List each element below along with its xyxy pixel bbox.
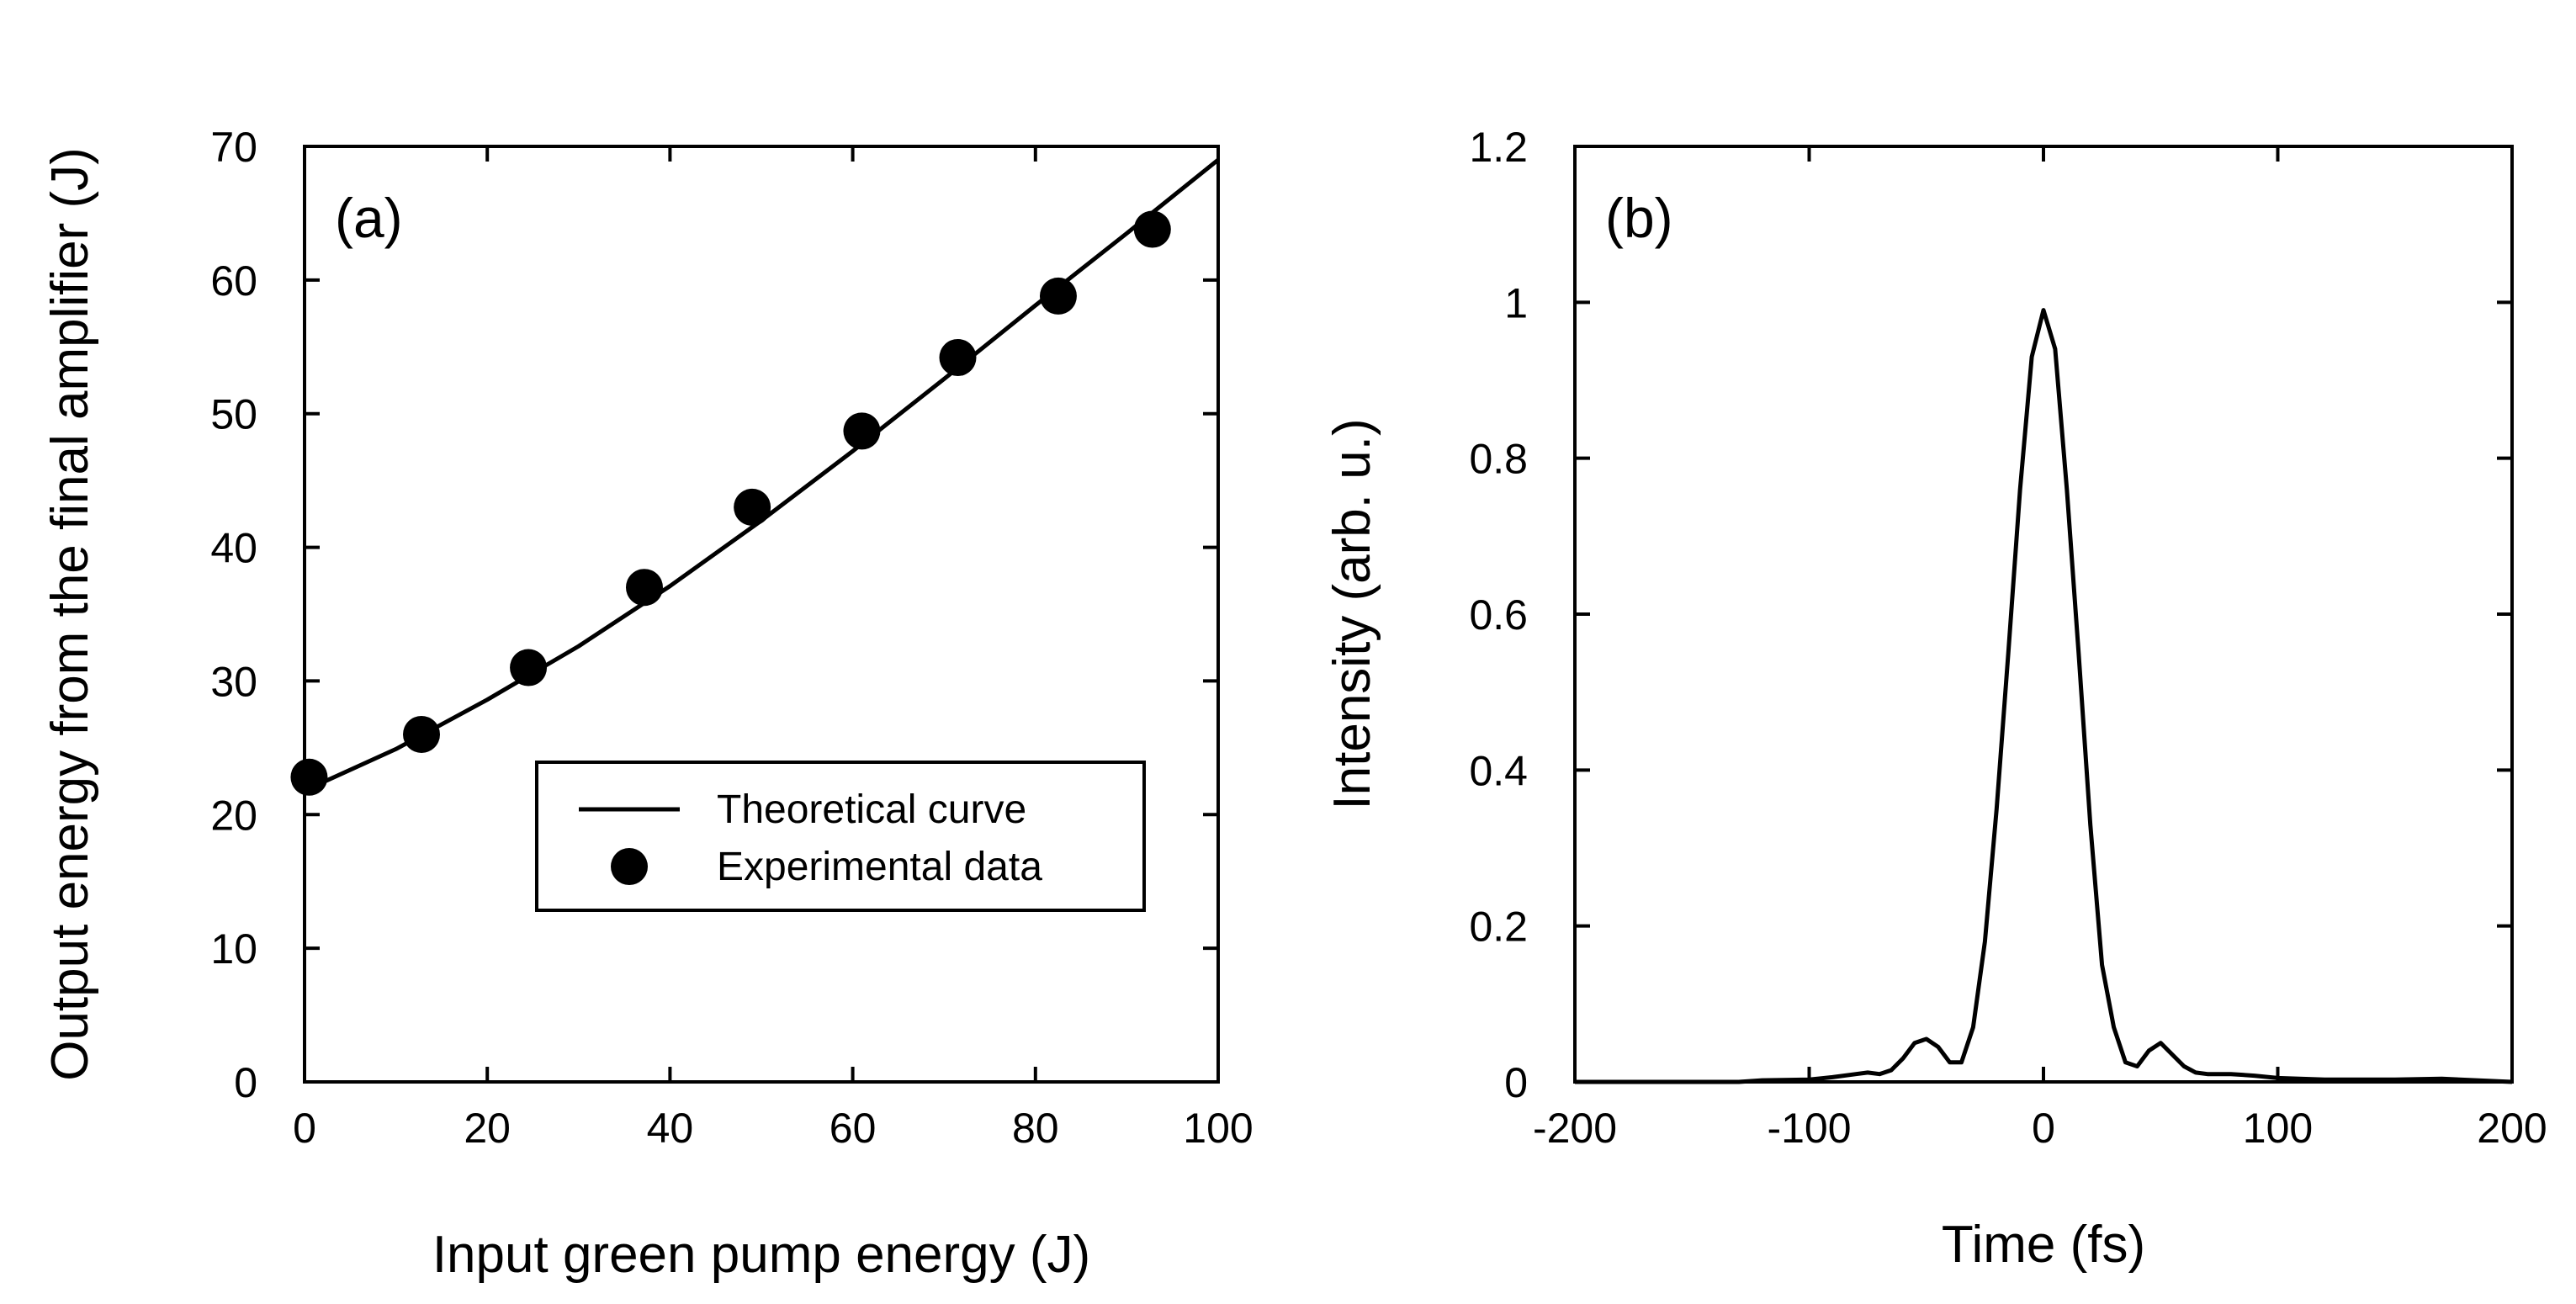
panel-a-label: (a) <box>335 187 403 249</box>
panel-a-y-tick-label: 60 <box>210 257 257 305</box>
experimental-data-point <box>290 758 328 796</box>
panel-a-curve-layer <box>303 157 1220 792</box>
panel-a: 0 20 40 60 80 100 0 10 20 30 40 50 60 70 (a) Input gr… <box>41 124 1254 1284</box>
panel-a-y-tick-label: 70 <box>210 124 257 171</box>
panel-a-plot-frame <box>303 145 1220 1084</box>
legend-box <box>535 761 1146 912</box>
panel-b-x-tick-label: -200 <box>1533 1105 1617 1152</box>
panel-b-y-axis-title: Intensity (arb. u.) <box>1323 418 1381 809</box>
panel-b-plot-frame <box>1573 145 2514 1084</box>
experimental-data-point <box>1133 210 1171 248</box>
panel-b-y-tick-label: 0.8 <box>1469 436 1528 483</box>
panel-a-x-tick-label: 100 <box>1183 1105 1253 1152</box>
experimental-data-point <box>403 715 441 753</box>
panel-a-x-axis-title: Input green pump energy (J) <box>432 1226 1090 1284</box>
experimental-data-point <box>625 569 663 607</box>
theoretical-curve-line <box>303 157 1220 792</box>
panel-a-y-tick-label: 40 <box>210 525 257 572</box>
panel-a-y-tick-label: 30 <box>210 658 257 705</box>
panel-b-y-tick-label: 0.4 <box>1469 747 1528 794</box>
experimental-data-point <box>510 649 548 686</box>
panel-b-ticks: -200 -100 0 100 200 0 0.2 0.4 0.6 0.8 1 1.2 <box>1469 124 2547 1152</box>
legend-label-theoretical: Theoretical curve <box>717 787 1026 832</box>
panel-a-x-tick-label: 0 <box>293 1105 316 1152</box>
legend-label-experimental: Experimental data <box>717 845 1042 889</box>
experimental-data-point <box>1039 277 1077 315</box>
panel-a-legend: Theoretical curve Experimental data <box>535 761 1146 912</box>
panel-a-y-tick-label: 50 <box>210 391 257 438</box>
panel-b: -200 -100 0 100 200 0 0.2 0.4 0.6 0.8 1 1.2 (b) Tim… <box>1323 124 2547 1274</box>
panel-a-y-tick-label: 0 <box>234 1059 257 1106</box>
panel-b-x-tick-label: 0 <box>2032 1105 2055 1152</box>
panel-a-x-tick-label: 60 <box>830 1105 877 1152</box>
panel-b-x-axis-title: Time (fs) <box>1942 1216 2145 1274</box>
pulse-intensity-line <box>1575 308 2513 1084</box>
panel-a-x-tick-label: 80 <box>1012 1105 1059 1152</box>
panel-a-y-axis-title: Output energy from the final amplifier (… <box>41 147 99 1081</box>
panel-b-y-tick-label: 1 <box>1504 279 1528 326</box>
panel-b-label: (b) <box>1605 187 1673 249</box>
panel-b-y-tick-label: 0 <box>1504 1059 1528 1106</box>
panel-a-ticks: 0 20 40 60 80 100 0 10 20 30 40 50 60 70 <box>210 124 1253 1152</box>
panel-b-curve-layer <box>1575 308 2513 1084</box>
panel-b-y-tick-label: 0.2 <box>1469 904 1528 951</box>
panel-a-points-layer <box>290 210 1171 796</box>
experimental-data-point <box>939 338 977 376</box>
panel-b-x-tick-label: 200 <box>2477 1105 2547 1152</box>
panel-a-y-tick-label: 10 <box>210 925 257 973</box>
panel-b-x-tick-label: 100 <box>2243 1105 2313 1152</box>
panel-a-y-tick-label: 20 <box>210 792 257 839</box>
panel-b-y-tick-label: 0.6 <box>1469 591 1528 639</box>
panel-a-x-tick-label: 20 <box>464 1105 511 1152</box>
panel-b-x-tick-label: -100 <box>1767 1105 1851 1152</box>
panel-a-x-tick-label: 40 <box>647 1105 694 1152</box>
legend-marker-swatch <box>611 848 648 885</box>
experimental-data-point <box>843 412 881 450</box>
panel-b-y-tick-label: 1.2 <box>1469 124 1528 171</box>
experimental-data-point <box>734 488 771 526</box>
